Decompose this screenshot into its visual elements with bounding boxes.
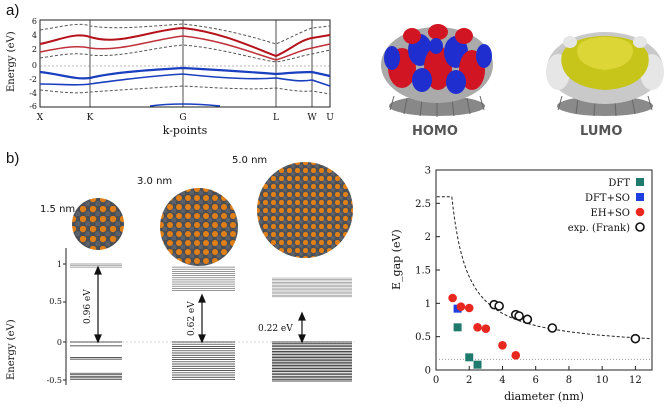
lumo-orbital-image bbox=[546, 32, 664, 117]
panel-a-label: a) bbox=[6, 2, 20, 19]
nanoparticle-3nm-image bbox=[160, 188, 238, 266]
size-label-1-5nm: 1.5 nm bbox=[40, 204, 76, 215]
data-point-dft bbox=[473, 360, 482, 369]
valence-band-1 bbox=[39, 66, 331, 80]
valence-band-2 bbox=[39, 73, 331, 87]
data-point-eh-so bbox=[456, 302, 466, 311]
chart-legend: DFT DFT+SO EH+SO exp. (Frank) bbox=[568, 178, 645, 234]
energy-levels bbox=[70, 263, 352, 382]
valence-band-3 bbox=[39, 85, 331, 95]
conduction-band-3 bbox=[39, 23, 331, 45]
data-point-eh-so bbox=[473, 323, 482, 332]
gap-label-3nm: 0.62 eV bbox=[187, 301, 197, 336]
legend-marker bbox=[636, 178, 644, 186]
data-point-dft bbox=[453, 323, 462, 332]
kpoint-label: W bbox=[307, 113, 317, 123]
band-yticks: 6 4 2 0 -2 -4 -6 bbox=[29, 17, 37, 111]
data-point-eh-so bbox=[464, 303, 474, 313]
kpoint-label: G bbox=[179, 113, 186, 123]
x-tick-label: 12 bbox=[629, 375, 642, 386]
gap-arrow-3nm bbox=[198, 293, 206, 344]
fit-curve bbox=[436, 196, 652, 340]
y-tick-label: 3 bbox=[425, 166, 431, 177]
data-point-dft bbox=[465, 353, 474, 362]
band-ytick: 4 bbox=[32, 31, 37, 40]
x-tick-label: 6 bbox=[533, 375, 539, 386]
chart-xlabel: diameter (nm) bbox=[504, 390, 584, 403]
levels-ylabel: Energy (eV) bbox=[6, 319, 17, 380]
data-point-eh-so bbox=[481, 324, 491, 333]
data-point-eh-so bbox=[511, 351, 521, 360]
band-xlabel: k-points bbox=[163, 124, 208, 137]
kpoint-label: X bbox=[37, 113, 44, 123]
band-ytick: -6 bbox=[29, 102, 37, 111]
kpoint-label: K bbox=[87, 113, 94, 123]
gap-arrow-5nm bbox=[298, 311, 306, 344]
size-label-5nm: 5.0 nm bbox=[232, 155, 268, 166]
legend-marker bbox=[635, 207, 645, 217]
data-point-exp-frank- bbox=[630, 333, 641, 344]
nanoparticle-1-5nm-image bbox=[72, 198, 124, 250]
levels-yticks: 1 0.5 0 -0.5 bbox=[47, 260, 62, 385]
band-ytick: -2 bbox=[29, 75, 37, 84]
levels-ytick: 0 bbox=[57, 338, 62, 347]
y-tick-label: 2.5 bbox=[415, 199, 431, 210]
conduction-band-1 bbox=[39, 26, 331, 58]
gap-label-5nm: 0.22 eV bbox=[258, 324, 293, 334]
x-tick-label: 8 bbox=[566, 375, 572, 386]
lumo-caption: LUMO bbox=[580, 124, 623, 139]
legend-entry-label: DFT bbox=[608, 178, 630, 189]
panel-b-label: b) bbox=[6, 150, 20, 167]
band-structure-plot: 6 4 2 0 -2 -4 -6 Energy (eV) X K G L W U… bbox=[6, 17, 334, 137]
levels-ytick: -0.5 bbox=[47, 376, 62, 385]
band-frame bbox=[39, 19, 331, 108]
homo-orbital-image bbox=[381, 24, 493, 117]
homo-caption: HOMO bbox=[412, 124, 458, 139]
legend-entry-label: EH+SO bbox=[591, 208, 630, 219]
kpoint-label: U bbox=[326, 113, 334, 123]
y-tick-label: 2 bbox=[425, 232, 431, 243]
band-ytick: 2 bbox=[32, 45, 37, 54]
data-point-exp-frank- bbox=[514, 311, 524, 321]
gap-label-1-5nm: 0.96 eV bbox=[83, 289, 93, 324]
y-tick-label: 0 bbox=[425, 366, 431, 377]
band-ytick: -4 bbox=[29, 89, 37, 98]
y-tick-label: 0.5 bbox=[415, 332, 431, 343]
gap-arrow-1-5nm bbox=[94, 265, 102, 344]
nanoparticle-5nm-image bbox=[257, 162, 353, 258]
legend-marker bbox=[636, 193, 644, 201]
y-tick-label: 1.5 bbox=[415, 266, 431, 277]
x-tick-label: 10 bbox=[596, 375, 609, 386]
x-tick-label: 2 bbox=[466, 375, 472, 386]
band-kpoint-labels: X K G L W U bbox=[37, 113, 334, 123]
legend-marker bbox=[635, 222, 645, 232]
conduction-band-4 bbox=[39, 44, 331, 63]
data-point-eh-so bbox=[448, 293, 457, 303]
legend-entry-label: exp. (Frank) bbox=[568, 223, 630, 234]
valence-band-4 bbox=[149, 103, 221, 107]
data-point-exp-frank- bbox=[522, 314, 533, 325]
band-ylabel: Energy (eV) bbox=[6, 31, 17, 92]
chart-ylabel: E_gap (eV) bbox=[390, 229, 403, 290]
data-point-exp-frank- bbox=[547, 323, 558, 333]
kpoint-label: L bbox=[273, 113, 279, 123]
legend-entry-label: DFT+SO bbox=[585, 193, 630, 204]
energy-level-diagram: 1 0.5 0 -0.5 Energy (eV) 0.96 eV 0.62 eV… bbox=[6, 248, 355, 385]
size-label-3nm: 3.0 nm bbox=[137, 176, 173, 187]
x-tick-label: 4 bbox=[499, 375, 505, 386]
conduction-band-2 bbox=[39, 35, 331, 61]
data-point-eh-so bbox=[498, 341, 507, 350]
x-tick-label: 0 bbox=[433, 375, 439, 386]
y-tick-label: 1 bbox=[425, 299, 431, 310]
gap-vs-diameter-chart: 0 2 4 6 8 10 12 0 0.5 1 1.5 2 2.5 3 DFT DFT+SO EH+SO exp… bbox=[390, 166, 653, 403]
levels-ytick: 0.5 bbox=[49, 297, 62, 306]
levels-ytick: 1 bbox=[57, 260, 62, 269]
band-ytick: 6 bbox=[32, 17, 37, 26]
data-point-exp-frank- bbox=[494, 301, 504, 311]
band-ytick: 0 bbox=[32, 61, 37, 70]
